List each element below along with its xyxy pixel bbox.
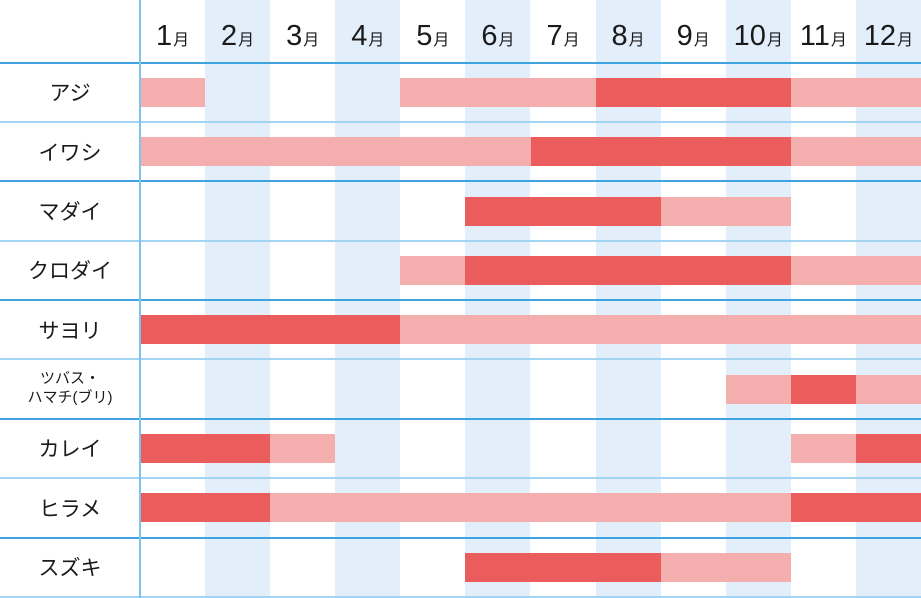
season-bar-peak [530, 137, 791, 167]
fish-name-text: スズキ [38, 557, 102, 581]
horizontal-grid-line [0, 61, 921, 64]
horizontal-grid-line [0, 299, 921, 302]
season-bar-light [790, 77, 921, 107]
month-suffix: 月 [498, 32, 515, 49]
season-bar-peak [595, 77, 791, 107]
fish-row-label: イワシ [0, 122, 140, 181]
month-number: 12 [863, 20, 897, 52]
fish-row-label: ヒラメ [0, 478, 140, 537]
season-bar-light [790, 137, 921, 167]
month-number: 11 [799, 20, 830, 52]
horizontal-grid-line [0, 180, 921, 183]
month-suffix: 月 [766, 32, 783, 49]
label-column-divider-line [139, 0, 141, 598]
season-bar-light [790, 434, 856, 463]
month-suffix: 月 [173, 32, 190, 49]
fish-name-text: ハマチ(ブリ) [27, 389, 113, 407]
season-bar-peak [465, 196, 661, 226]
horizontal-grid-line [0, 120, 921, 123]
month-number: 7 [546, 20, 563, 52]
month-suffix: 月 [628, 32, 645, 49]
month-number: 10 [733, 20, 766, 52]
season-bar-peak [140, 493, 271, 523]
month-suffix: 月 [563, 32, 580, 49]
month-suffix: 月 [897, 32, 914, 49]
fish-row-label: クロダイ [0, 241, 140, 300]
season-bar-peak [140, 434, 271, 463]
fish-row-label: マダイ [0, 181, 140, 240]
month-suffix: 月 [303, 32, 320, 49]
season-bar-light [400, 315, 921, 345]
fish-name-text: サヨリ [38, 319, 102, 343]
horizontal-grid-line [0, 239, 921, 242]
season-bar-light [725, 374, 791, 404]
month-suffix: 月 [693, 32, 710, 49]
fish-row-label: アジ [0, 63, 140, 122]
fish-row-label: ツバス・ ハマチ(ブリ) [0, 359, 140, 418]
month-suffix: 月 [238, 32, 255, 49]
month-number: 6 [481, 20, 498, 52]
month-suffix: 月 [433, 32, 450, 49]
season-bar-peak [855, 434, 921, 463]
month-number: 8 [611, 20, 628, 52]
season-bar-light [400, 255, 466, 285]
season-bar-peak [465, 255, 791, 285]
season-bar-peak [790, 374, 856, 404]
month-header-label: 11 月 [791, 12, 856, 60]
season-bar-light [140, 77, 206, 107]
month-number: 9 [676, 20, 693, 52]
season-bar-peak [140, 315, 401, 345]
horizontal-grid-line [0, 358, 921, 361]
month-suffix: 月 [830, 32, 847, 49]
fish-name-text: ツバス・ [39, 370, 100, 388]
fish-row-label: カレイ [0, 419, 140, 478]
season-bar-light [790, 255, 921, 285]
season-bar-peak [790, 493, 921, 523]
horizontal-grid-line [0, 417, 921, 420]
month-number: 4 [351, 20, 368, 52]
month-number: 2 [221, 20, 238, 52]
fish-row-label: サヨリ [0, 300, 140, 359]
month-number: 5 [416, 20, 433, 52]
month-number: 1 [155, 20, 173, 52]
season-bar-light [400, 77, 596, 107]
season-bar-light [660, 196, 791, 226]
season-bar-light [660, 552, 791, 582]
horizontal-grid-line [0, 477, 921, 480]
fish-name-text: カレイ [38, 438, 102, 462]
horizontal-grid-line [0, 536, 921, 539]
month-suffix: 月 [368, 32, 385, 49]
horizontal-grid-line [0, 595, 921, 598]
fish-name-text: アジ [49, 82, 91, 106]
fish-name-text: ヒラメ [38, 497, 102, 521]
fish-row-label: スズキ [0, 538, 140, 597]
fish-name-text: クロダイ [28, 260, 112, 284]
fish-name-text: マダイ [38, 201, 102, 224]
month-header-label: 10 月 [726, 12, 791, 60]
season-bar-light [270, 493, 791, 523]
month-header-label: 12 月 [856, 12, 921, 60]
season-bar-light [855, 374, 921, 404]
month-number: 3 [286, 20, 303, 52]
season-bar-light [140, 137, 531, 167]
season-bar-light [270, 434, 336, 463]
season-bar-peak [465, 552, 661, 582]
fish-name-text: イワシ [38, 141, 102, 165]
